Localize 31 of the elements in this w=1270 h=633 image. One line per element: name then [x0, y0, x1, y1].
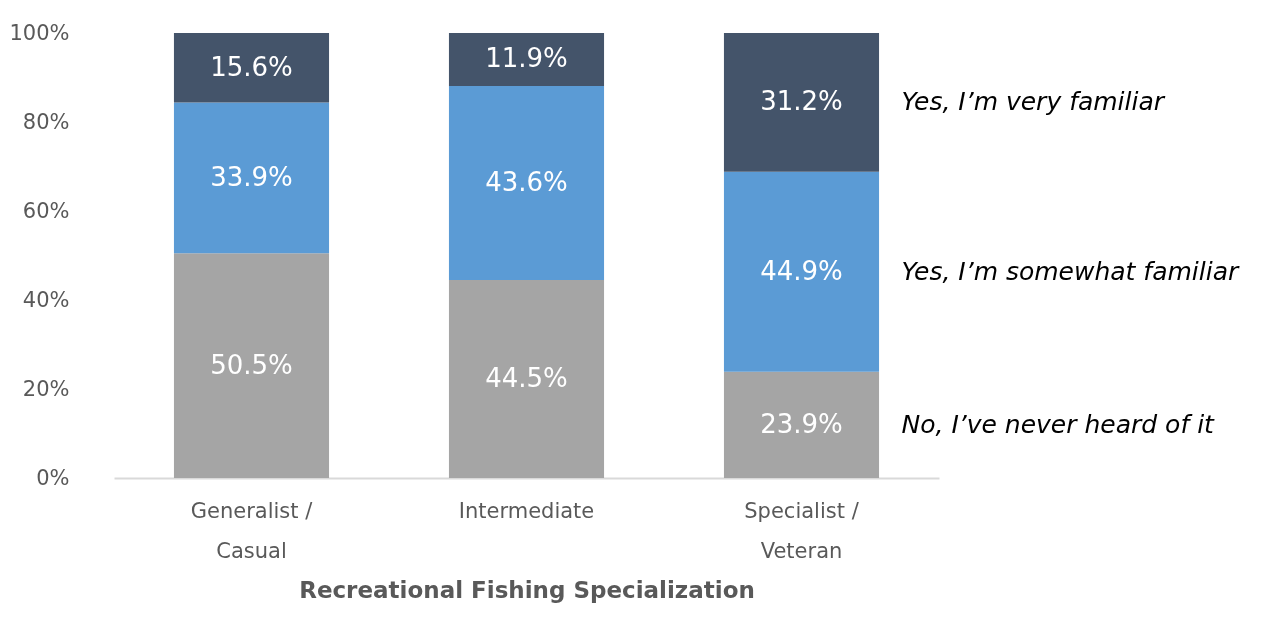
bar: [723, 171, 880, 372]
x-tick-label: Generalist / Casual: [190, 498, 314, 563]
bar: [448, 85, 605, 280]
data-label: 33.9%: [210, 161, 293, 192]
data-label: 31.2%: [760, 86, 843, 117]
bar: [173, 33, 330, 103]
series-label: Yes, I’m somewhat familiar: [901, 256, 1240, 286]
bar: [723, 371, 880, 478]
data-label: 23.9%: [760, 408, 843, 439]
bar: [173, 102, 330, 254]
y-tick-label: 80%: [22, 109, 70, 134]
x-tick-label: Specialist / Veteran: [744, 498, 860, 563]
x-tick-label: Intermediate: [458, 498, 595, 523]
bar: [448, 33, 605, 86]
series-label: Yes, I’m very familiar: [901, 87, 1166, 117]
data-label: 44.5%: [485, 362, 568, 393]
bar: [448, 279, 605, 478]
data-label: 15.6%: [210, 51, 293, 82]
y-tick-label: 40%: [22, 287, 70, 312]
y-tick-label: 0%: [36, 465, 70, 490]
data-label: 44.9%: [760, 255, 843, 286]
bar: [723, 33, 880, 172]
bar: [173, 253, 330, 478]
data-label: 11.9%: [485, 43, 568, 74]
data-label: 50.5%: [210, 349, 293, 380]
series-label: No, I’ve never heard of it: [901, 409, 1216, 439]
x-axis-title: Recreational Fishing Specialization: [299, 576, 755, 603]
data-label: 43.6%: [485, 166, 568, 197]
y-tick-label: 20%: [22, 376, 70, 401]
y-tick-label: 60%: [22, 198, 70, 223]
y-tick-label: 100%: [9, 20, 70, 45]
